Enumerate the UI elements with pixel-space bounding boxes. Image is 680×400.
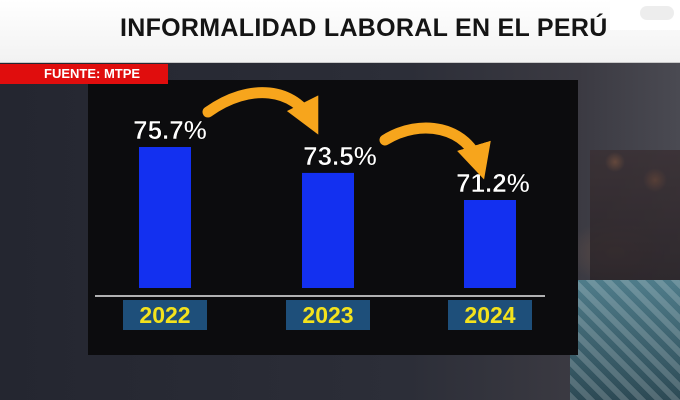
tick-label-2023: 2023 — [302, 302, 353, 328]
background-people — [590, 150, 680, 280]
trend-arrow-2 — [379, 122, 491, 180]
channel-logo-icon — [610, 0, 680, 30]
source-badge: FUENTE: MTPE — [0, 64, 168, 84]
data-label-2024: 71.2% — [456, 168, 530, 198]
data-label-2022: 75.7% — [133, 115, 207, 145]
bar-2024 — [464, 200, 516, 288]
header-bar: INFORMALIDAD LABORAL EN EL PERÚ — [0, 0, 680, 63]
year-box-2022 — [123, 300, 207, 330]
tick-label-2022: 2022 — [139, 302, 190, 328]
tick-label-2024: 2024 — [464, 302, 515, 328]
data-label-2023: 73.5% — [303, 141, 377, 171]
bar-2023 — [302, 172, 354, 288]
background-tablecloth — [570, 280, 680, 400]
year-box-2024 — [448, 300, 532, 330]
bar-2022 — [139, 147, 191, 288]
source-label: FUENTE: MTPE — [44, 66, 141, 81]
page-title: INFORMALIDAD LABORAL EN EL PERÚ — [120, 14, 608, 42]
year-box-2023 — [286, 300, 370, 330]
trend-arrow-1 — [202, 87, 319, 135]
